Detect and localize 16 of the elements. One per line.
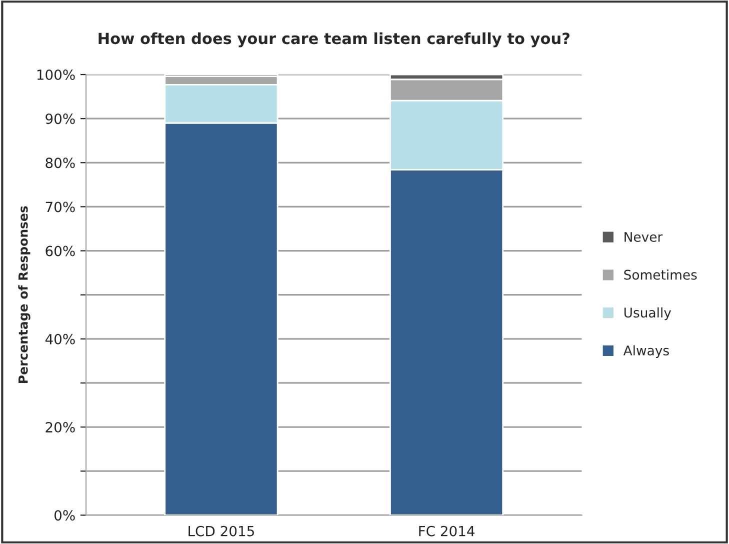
y-tick-label: 70% (46, 202, 75, 212)
y-tick-label: 80% (46, 158, 75, 168)
x-tick-label: FC 2014 (419, 526, 474, 536)
y-tick-label: 20% (46, 422, 75, 433)
y-axis-title: Percentage of Responses (18, 206, 30, 383)
y-tick-label: 60% (46, 246, 75, 256)
chart-title: How often does your care team listen carefully to you? (98, 32, 570, 48)
legend-label: Usually (624, 307, 672, 320)
y-tick-label: 40% (45, 334, 75, 344)
legend-label: Sometimes (624, 270, 697, 280)
legend-label: Never (624, 232, 663, 242)
legend-label: Always (623, 345, 669, 358)
x-tick-label: LCD 2015 (188, 526, 254, 536)
y-tick-label: 0% (54, 510, 75, 521)
y-tick-label: 100% (37, 69, 75, 80)
y-tick-label: 90% (46, 114, 75, 124)
